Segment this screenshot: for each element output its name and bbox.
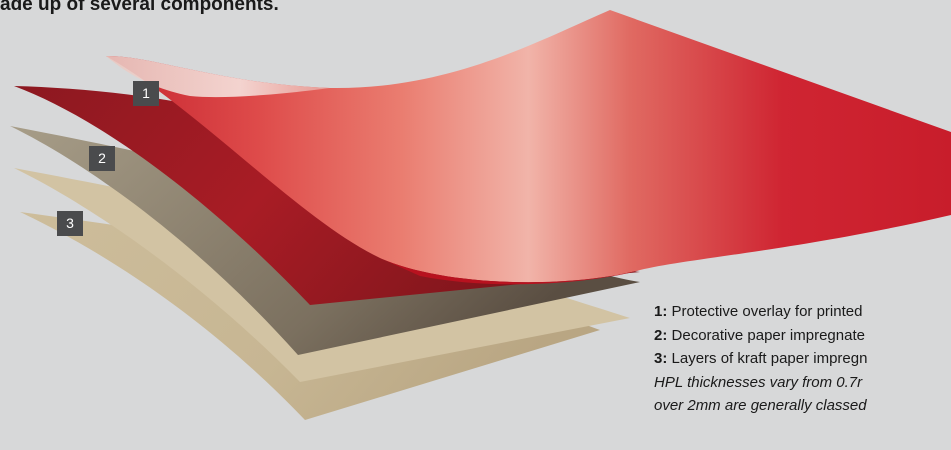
- layer-1-overlay-sheet: [106, 10, 951, 283]
- legend-number-2: 2:: [654, 326, 668, 344]
- legend-number-1: 1:: [654, 303, 668, 320]
- diagram-heading: ade up of several components.: [0, 0, 279, 15]
- legend-item-1: 1: Protective overlay for printed: [654, 300, 867, 324]
- legend-text-3: Layers of kraft paper impregn: [671, 350, 868, 367]
- layer-legend: 1: Protective overlay for printed 2: Dec…: [654, 300, 867, 418]
- thickness-note-line-2: over 2mm are generally classed: [654, 397, 867, 414]
- layer-1-overlay-edge: [380, 258, 640, 285]
- layer-1-overlay-lip: [106, 55, 330, 98]
- legend-text-1: Protective overlay for printed: [671, 303, 863, 320]
- layer-3-badge: 3: [57, 211, 83, 236]
- layer-1-badge: 1: [133, 81, 159, 106]
- legend-text-2: Decorative paper impregnate: [671, 326, 865, 344]
- legend-item-2: 2: Decorative paper impregnate: [654, 324, 867, 348]
- legend-number-3: 3:: [654, 350, 668, 367]
- thickness-note-line-1: HPL thicknesses vary from 0.7r: [654, 373, 863, 391]
- layer-2-badge: 2: [89, 146, 115, 171]
- legend-item-3: 3: Layers of kraft paper impregn: [654, 347, 867, 371]
